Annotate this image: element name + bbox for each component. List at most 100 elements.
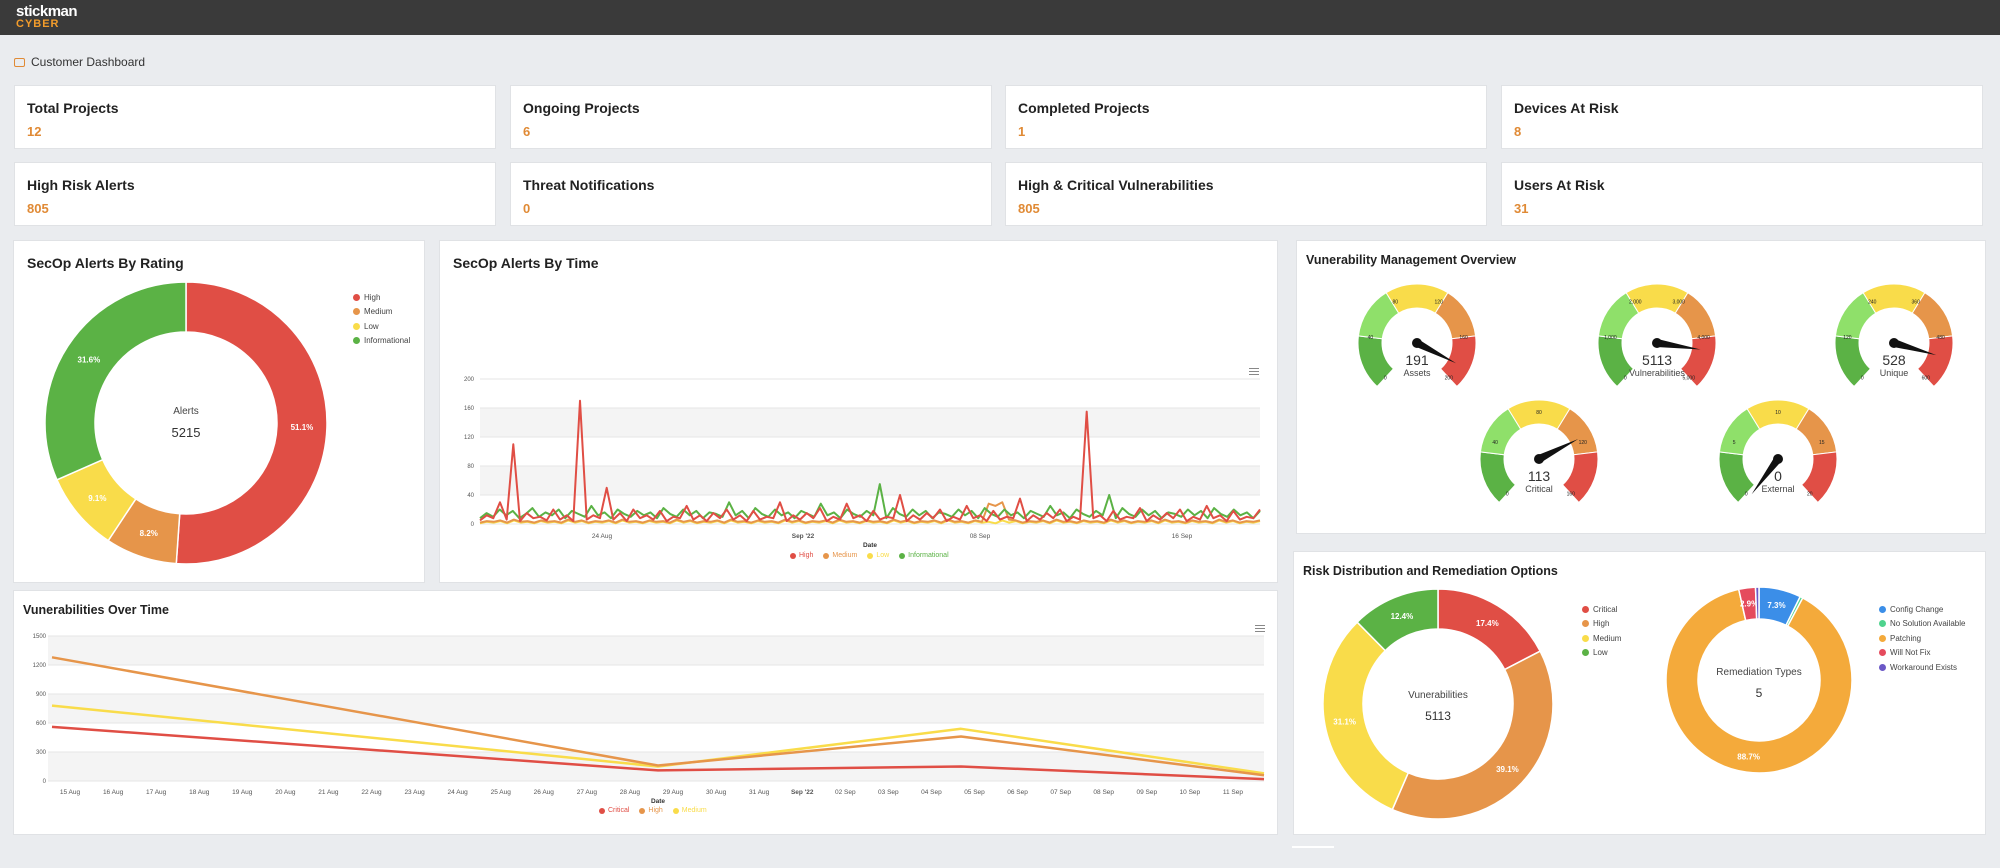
legend-dot: [599, 807, 605, 814]
legend-item-medium[interactable]: Medium: [353, 305, 410, 320]
legend-item-medium[interactable]: Medium: [672, 807, 707, 814]
x-tick-label: 30 Aug: [706, 789, 727, 796]
donut-slice-critical[interactable]: [1437, 588, 1542, 671]
x-tick-label: 17 Aug: [146, 789, 167, 796]
legend-item-config-change[interactable]: Config Change: [1879, 602, 1965, 617]
legend-label: Low: [876, 552, 890, 559]
stat-label: Users At Risk: [1514, 177, 1605, 193]
legend-label: Informational: [364, 336, 411, 346]
breadcrumb: Customer Dashboard: [14, 55, 145, 69]
legend-item-patching[interactable]: Patching: [1879, 631, 1965, 646]
legend-item-informational[interactable]: Informational: [899, 552, 949, 559]
gauge-band: [1561, 451, 1599, 504]
gauge-needle: [1656, 339, 1701, 350]
logo-line2: CYBER: [16, 18, 60, 30]
donut-center-value: 5215: [172, 425, 201, 440]
donut-slice-patching[interactable]: [1665, 588, 1853, 774]
legend-item-critical[interactable]: Critical: [599, 807, 629, 814]
y-tick-label: 900: [36, 692, 47, 698]
legend-dot: [790, 552, 796, 559]
donut-slice-medium[interactable]: [1322, 621, 1410, 811]
panel-title: Vunerabilities Over Time: [23, 603, 169, 617]
stat-value: 12: [27, 124, 42, 139]
legend-item-high[interactable]: High: [790, 552, 813, 559]
stat-completed-projects[interactable]: Completed Projects 1: [1005, 85, 1487, 149]
chart-menu-icon[interactable]: [1255, 625, 1265, 632]
gauge-tick: 0: [1745, 492, 1748, 498]
stat-label: High & Critical Vulnerabilities: [1018, 177, 1214, 193]
y-tick-label: 1200: [33, 663, 47, 669]
series-line-informational[interactable]: [479, 483, 1261, 520]
stat-high-critical-vulnerabilities[interactable]: High & Critical Vulnerabilities 805: [1005, 162, 1487, 226]
legend-item-no-solution-available[interactable]: No Solution Available: [1879, 617, 1965, 632]
time-legend: High Medium Low Informational: [790, 552, 949, 559]
chart-menu-icon[interactable]: [1249, 368, 1259, 375]
legend-label: Medium: [832, 552, 858, 559]
logo[interactable]: stickman CYBER: [16, 3, 78, 30]
legend-item-will-not-fix[interactable]: Will Not Fix: [1879, 646, 1965, 661]
legend-item-critical[interactable]: Critical: [1582, 602, 1621, 617]
stat-devices-at-risk[interactable]: Devices At Risk 8: [1501, 85, 1983, 149]
donut2-center-value: 5: [1756, 686, 1763, 700]
legend-item-medium[interactable]: Medium: [823, 552, 857, 559]
y-tick-label: 0: [471, 522, 475, 528]
stat-users-at-risk[interactable]: Users At Risk 31: [1501, 162, 1983, 226]
legend-item-low[interactable]: Low: [353, 319, 410, 334]
donut-slice-high[interactable]: [175, 281, 328, 565]
slice-label: 7.3%: [1767, 601, 1785, 610]
legend-item-high[interactable]: High: [353, 290, 410, 305]
stat-label: Completed Projects: [1018, 100, 1150, 116]
legend-dot: [353, 337, 360, 345]
legend-item-high[interactable]: High: [639, 807, 663, 814]
legend-item-workaround-exists[interactable]: Workaround Exists: [1879, 660, 1965, 675]
gauge-tick: 160: [1567, 492, 1576, 498]
rating-donut-chart: Alerts 5215 51.1% 8.2% 9.1% 31.6%: [44, 281, 328, 565]
donut-slice-informational[interactable]: [44, 281, 187, 481]
dashboard-icon: [14, 57, 25, 67]
gauge-label: Unique: [1880, 368, 1909, 378]
x-tick-label: 20 Aug: [275, 789, 296, 796]
gauge-tick: 360: [1912, 299, 1921, 305]
logo-line1: stickman: [16, 3, 78, 20]
gauge-band: [1800, 451, 1838, 504]
legend-item-informational[interactable]: Informational: [353, 334, 410, 349]
x-tick-label: 08 Sep: [970, 533, 991, 540]
x-tick-label: 28 Aug: [620, 789, 641, 796]
panel-title: SecOp Alerts By Time: [453, 255, 599, 271]
series-line-medium[interactable]: [479, 501, 1261, 524]
legend-item-low[interactable]: Low: [1582, 646, 1621, 661]
series-line-critical[interactable]: [51, 725, 1265, 781]
legend-item-medium[interactable]: Medium: [1582, 631, 1621, 646]
legend-label: Critical: [608, 807, 630, 814]
stat-threat-notifications[interactable]: Threat Notifications 0: [510, 162, 992, 226]
gauge-tick: 0: [1384, 376, 1387, 382]
gauge-vulnerabilities[interactable]: 0 1,000 2,000 3,000 4,000 5,000 5113Vulnerabil…: [1597, 283, 1717, 388]
series-line-high[interactable]: [479, 399, 1261, 523]
slice-label: 12.4%: [1391, 612, 1414, 621]
series-line-high[interactable]: [51, 656, 1265, 777]
x-tick-label: 03 Sep: [878, 789, 899, 796]
slice-label: 17.4%: [1476, 619, 1499, 628]
x-axis-label: Date: [651, 798, 665, 805]
x-tick-label: 27 Aug: [577, 789, 598, 796]
stat-ongoing-projects[interactable]: Ongoing Projects 6: [510, 85, 992, 149]
gauge-label: Assets: [1403, 368, 1431, 378]
series-line-medium[interactable]: [51, 704, 1265, 775]
stat-value: 805: [1018, 201, 1040, 216]
stat-high-risk-alerts[interactable]: High Risk Alerts 805: [14, 162, 496, 226]
gauge-needle: [1751, 456, 1782, 495]
y-tick-label: 40: [467, 493, 474, 499]
donut-slice-high[interactable]: [1391, 650, 1554, 820]
panel-alerts-by-time: SecOp Alerts By Time 200 160 120 80 40 0 24 Au…: [439, 240, 1278, 583]
legend-item-high[interactable]: High: [1582, 617, 1621, 632]
legend-item-low[interactable]: Low: [867, 552, 889, 559]
stat-total-projects[interactable]: Total Projects 12: [14, 85, 496, 149]
donut-slice-low[interactable]: [1356, 588, 1439, 652]
gauge-band: [1916, 335, 1954, 388]
x-tick-label: 29 Aug: [663, 789, 684, 796]
donut-slice-workaround-exists[interactable]: [1754, 586, 1760, 620]
